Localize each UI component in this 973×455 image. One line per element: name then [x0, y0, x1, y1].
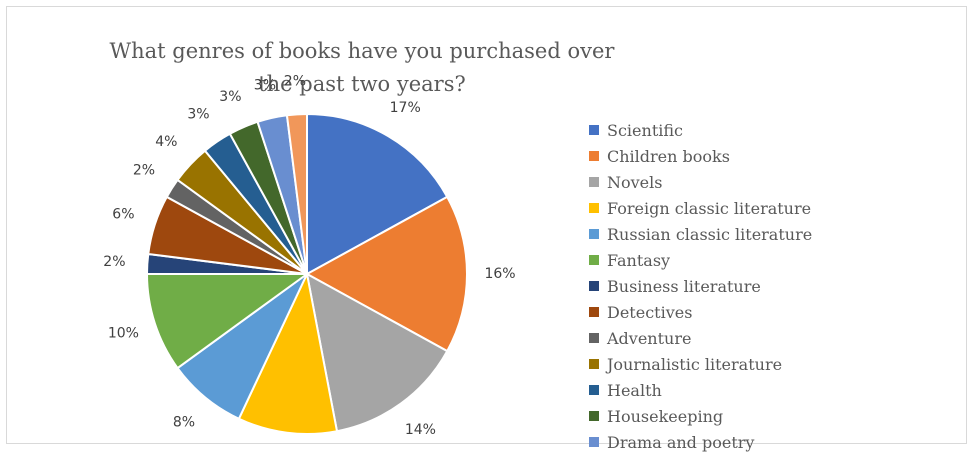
- legend-item-drama-and-poetry: Drama and poetry: [589, 429, 812, 455]
- legend-swatch: [589, 333, 599, 343]
- legend-swatch: [589, 203, 599, 213]
- data-label-children-books: 16%: [484, 266, 515, 282]
- data-label-adventure: 2%: [133, 163, 155, 179]
- legend-label: Health: [607, 380, 662, 400]
- legend-item-scientific: Scientific: [589, 117, 812, 143]
- legend-label: Journalistic literature: [607, 354, 783, 374]
- legend-label: Fantasy: [607, 250, 671, 270]
- legend-item-fantasy: Fantasy: [589, 247, 812, 273]
- legend-label: Scientific: [607, 120, 683, 140]
- legend-label: Children books: [607, 146, 730, 166]
- pie-chart: 17%16%14%10%8%10%2%6%2%4%3%3%3%2%: [103, 73, 515, 438]
- legend-label: Adventure: [607, 328, 692, 348]
- data-label-business-literature: 2%: [103, 254, 125, 270]
- pie-slice-other: [285, 112, 308, 275]
- legend-item-novels: Novels: [589, 169, 812, 195]
- data-label-fantasy: 10%: [108, 326, 139, 342]
- data-label-housekeeping: 3%: [219, 89, 241, 105]
- legend-label: Housekeeping: [607, 406, 724, 426]
- chart-title: What genres of books have you purchased …: [109, 39, 615, 96]
- pie-slice-novels: [305, 272, 449, 433]
- legend-item-adventure: Adventure: [589, 325, 812, 351]
- legend-label: Business literature: [607, 276, 761, 296]
- data-label-other: 2%: [284, 73, 306, 89]
- legend-swatch: [589, 437, 599, 447]
- legend-item-journalistic-literature: Journalistic literature: [589, 351, 812, 377]
- legend-label: Drama and poetry: [607, 432, 755, 452]
- data-label-drama-and-poetry: 3%: [254, 78, 276, 94]
- legend-swatch: [589, 125, 599, 135]
- legend-item-business-literature: Business literature: [589, 273, 812, 299]
- legend-item-children-books: Children books: [589, 143, 812, 169]
- legend-item-foreign-classic-literature: Foreign classic literature: [589, 195, 812, 221]
- legend-swatch: [589, 411, 599, 421]
- legend-swatch: [589, 359, 599, 369]
- legend-label: Novels: [607, 172, 663, 192]
- legend-item-russian-classic-literature: Russian classic literature: [589, 221, 812, 247]
- legend-label: Foreign classic literature: [607, 198, 812, 218]
- legend-swatch: [589, 281, 599, 291]
- chart-frame: What genres of books have you purchased …: [6, 6, 967, 452]
- data-label-novels: 14%: [405, 422, 436, 438]
- pie-slice-foreign-classic-literature: [237, 270, 339, 436]
- legend-item-housekeeping: Housekeeping: [589, 403, 812, 429]
- legend-swatch: [589, 307, 599, 317]
- legend-swatch: [589, 385, 599, 395]
- data-label-russian-classic-literature: 8%: [173, 415, 195, 431]
- legend: Scientific Children books Novels Foreign cl…: [589, 117, 812, 455]
- data-label-health: 3%: [187, 106, 209, 122]
- legend-swatch: [589, 255, 599, 265]
- legend-label: Russian classic literature: [607, 224, 813, 244]
- pie-slice-fantasy: [145, 273, 311, 370]
- data-label-detectives: 6%: [112, 206, 134, 222]
- legend-label: Detectives: [607, 302, 693, 322]
- legend-item-health: Health: [589, 377, 812, 403]
- pie-slice-scientific: [306, 112, 449, 276]
- legend-swatch: [589, 177, 599, 187]
- pie-slice-children-books: [304, 195, 469, 353]
- legend-swatch: [589, 151, 599, 161]
- legend-swatch: [589, 229, 599, 239]
- data-label-scientific: 17%: [390, 100, 421, 116]
- data-label-journalistic-literature: 4%: [155, 134, 177, 150]
- legend-item-detectives: Detectives: [589, 299, 812, 325]
